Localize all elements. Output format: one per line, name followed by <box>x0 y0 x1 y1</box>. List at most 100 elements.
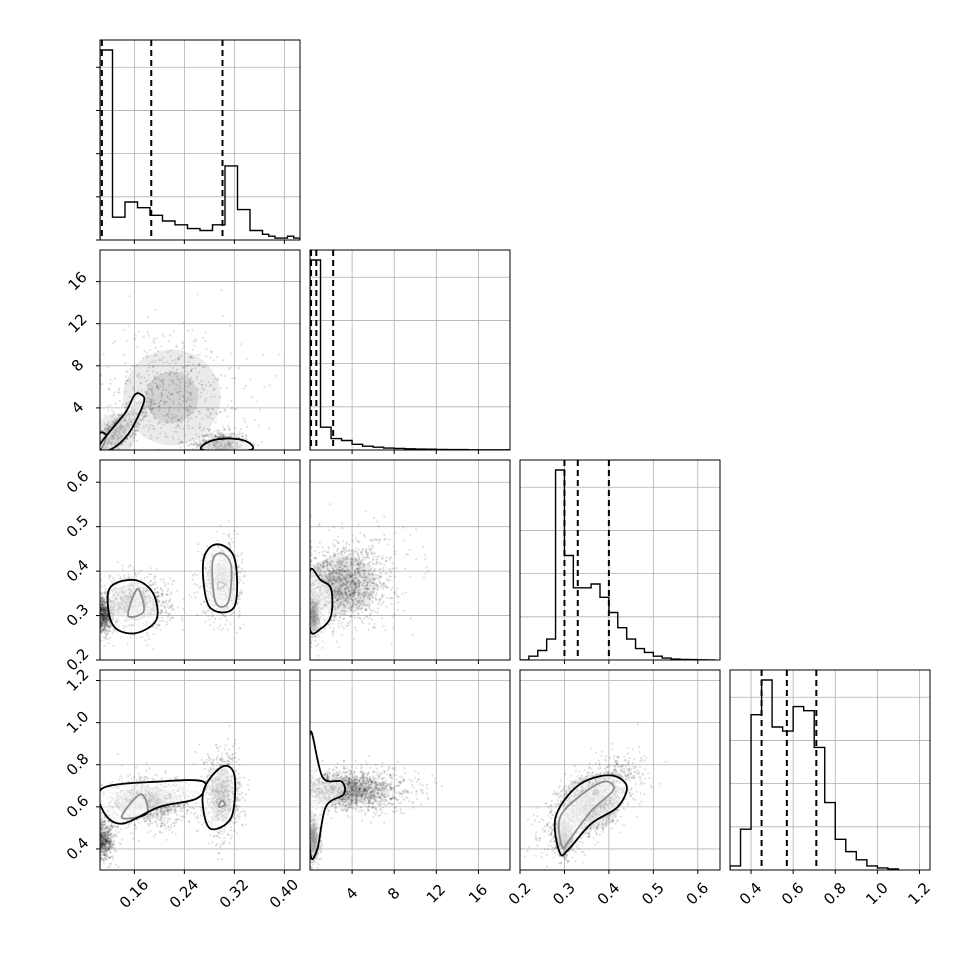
scatter-point <box>205 434 208 437</box>
scatter-point <box>210 476 212 478</box>
scatter-point <box>204 384 208 387</box>
scatter-point <box>156 385 159 388</box>
scatter-point <box>106 429 109 432</box>
scatter-point <box>105 612 108 615</box>
scatter-point <box>230 400 233 403</box>
scatter-point <box>236 597 240 600</box>
scatter-point <box>195 433 198 436</box>
scatter-point <box>251 441 255 445</box>
scatter-point <box>96 432 98 434</box>
scatter-point <box>81 452 83 454</box>
scatter-point <box>152 399 156 402</box>
scatter-point <box>143 408 146 411</box>
scatter-point <box>161 593 164 596</box>
scatter-point <box>100 608 103 611</box>
scatter-point <box>107 427 110 430</box>
scatter-point <box>236 451 238 453</box>
scatter-point <box>140 382 143 385</box>
scatter-point <box>169 370 172 373</box>
scatter-point <box>302 595 304 597</box>
scatter-point <box>146 634 150 637</box>
scatter-point <box>219 410 222 414</box>
frame-3-3 <box>729 669 931 871</box>
scatter-point <box>90 458 92 460</box>
scatter-point <box>191 348 194 351</box>
scatter-point <box>146 384 149 387</box>
scatter-point <box>202 366 205 369</box>
scatter-point <box>209 411 212 414</box>
scatter-point <box>223 615 226 618</box>
scatter-point <box>184 434 187 437</box>
scatter-point <box>101 608 104 611</box>
scatter-point <box>147 490 149 492</box>
scatter-point <box>104 428 107 431</box>
scatter-point <box>93 612 95 614</box>
scatter-point <box>149 580 152 583</box>
scatter-point <box>150 411 154 414</box>
scatter-point <box>96 447 98 449</box>
scatter-point <box>182 344 186 348</box>
scatter-point <box>100 606 103 609</box>
scatter-point <box>103 629 106 632</box>
scatter-point <box>146 355 149 358</box>
scatter-point <box>144 464 146 466</box>
scatter-point <box>143 415 146 418</box>
scatter-point <box>159 432 162 435</box>
scatter-point <box>202 434 205 438</box>
scatter-point <box>101 614 104 617</box>
density-fill <box>123 349 221 446</box>
scatter-point <box>91 457 93 459</box>
scatter-point <box>101 603 104 606</box>
scatter-point <box>174 503 176 505</box>
scatter-point <box>208 432 212 435</box>
scatter-point <box>97 596 99 598</box>
scatter-point <box>220 433 224 436</box>
scatter-point <box>97 618 99 620</box>
scatter-point <box>160 587 163 591</box>
scatter-point <box>155 337 158 340</box>
scatter-point <box>104 633 107 637</box>
scatter-point <box>123 574 126 577</box>
scatter-point <box>238 606 241 609</box>
scatter-point <box>213 429 216 433</box>
scatter-point <box>117 573 120 576</box>
scatter-point <box>146 369 149 373</box>
scatter-point <box>181 457 183 459</box>
scatter-point <box>90 607 92 609</box>
scatter-point <box>106 428 109 431</box>
scatter-point <box>227 433 230 436</box>
scatter-point <box>100 612 103 616</box>
scatter-point <box>190 369 193 372</box>
scatter-point <box>178 386 181 390</box>
scatter-point <box>193 591 196 595</box>
scatter-point <box>134 573 137 576</box>
scatter-point <box>85 465 87 467</box>
scatter-point <box>161 470 163 472</box>
scatter-point <box>102 455 104 457</box>
scatter-point <box>96 604 98 606</box>
scatter-point <box>94 456 96 458</box>
scatter-point <box>97 591 99 593</box>
scatter-point <box>103 604 106 608</box>
scatter-point <box>159 578 163 581</box>
scatter-point <box>237 456 239 458</box>
scatter-point <box>198 438 201 441</box>
scatter-point <box>132 568 135 571</box>
scatter-point <box>95 613 97 615</box>
scatter-point <box>227 404 230 407</box>
scatter-point <box>222 359 225 362</box>
scatter-point <box>177 358 181 361</box>
scatter-point <box>138 381 142 384</box>
scatter-point <box>154 417 158 420</box>
scatter-point <box>204 331 207 334</box>
scatter-point <box>160 609 163 612</box>
scatter-point <box>213 457 215 459</box>
scatter-point <box>142 487 144 489</box>
scatter-point <box>104 623 107 626</box>
scatter-point <box>151 394 154 397</box>
scatter-point <box>89 634 91 636</box>
scatter-point <box>93 620 95 622</box>
scatter-point <box>103 598 106 601</box>
scatter-point <box>88 455 90 457</box>
scatter-point <box>196 573 199 576</box>
